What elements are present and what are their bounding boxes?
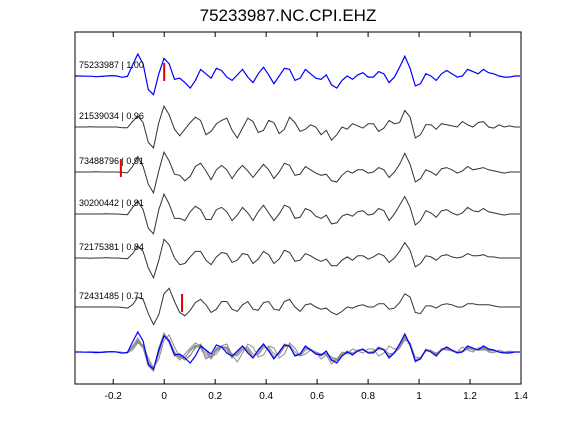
trace-label: 73488796 | 0.91 [79, 156, 144, 166]
x-tick-label: -0.2 [105, 391, 123, 402]
seismogram-trace [75, 52, 520, 96]
trace-label: 30200442 | 0.91 [79, 198, 144, 208]
seismogram-trace [75, 238, 520, 280]
x-tick-label: 0.4 [259, 391, 273, 402]
trace-label: 75233987 | 1.00 [79, 60, 144, 70]
seismogram-trace [75, 104, 520, 149]
seismogram-trace [75, 150, 520, 195]
seismogram-trace [75, 192, 520, 235]
trace-label: 21539034 | 0.96 [79, 111, 144, 121]
seismogram-trace [75, 287, 520, 326]
x-tick-label: 1.4 [514, 391, 528, 402]
axes-box [74, 31, 522, 385]
x-tick-label: 0.8 [361, 391, 375, 402]
x-tick-label: 0.2 [208, 391, 222, 402]
x-tick-label: 1.2 [463, 391, 477, 402]
overlay-trace [75, 331, 520, 372]
overlay-trace [75, 334, 520, 370]
chart-title: 75233987.NC.CPI.EHZ [199, 6, 377, 25]
x-tick-label: 0 [161, 391, 167, 402]
x-tick-label: 1 [416, 391, 422, 402]
overlay-reference-trace [75, 330, 520, 371]
x-tick-label: 0.6 [310, 391, 324, 402]
trace-label: 72431485 | 0.71 [79, 291, 144, 301]
trace-label: 72175381 | 0.84 [79, 242, 144, 252]
